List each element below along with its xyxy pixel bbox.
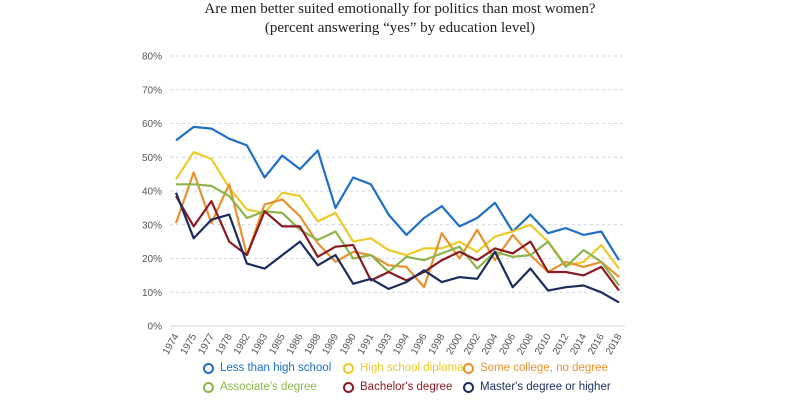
legend-item: Some college, no degree: [463, 362, 608, 374]
legend-item: Bachelor's degree: [343, 381, 452, 393]
grid: [170, 55, 625, 327]
x-tick-label: 1977: [196, 332, 217, 357]
series-line-bachelor-s-degree: [175, 195, 620, 292]
legend-item: Master's degree or higher: [463, 381, 611, 393]
legend-item: High school diploma: [343, 362, 464, 374]
x-tick-label: 1985: [267, 332, 288, 357]
x-tick-label: 1975: [179, 332, 200, 357]
legend-label: Some college, no degree: [480, 362, 608, 374]
legend-label: Less than high school: [220, 362, 332, 374]
y-tick-label: 30%: [142, 220, 162, 231]
x-tick-label: 2002: [462, 332, 483, 357]
chart-title: Are men better suited emotionally for po…: [204, 1, 596, 17]
y-tick-label: 50%: [142, 153, 162, 164]
legend-item: Associate's degree: [203, 381, 317, 393]
x-tick-label: 1998: [427, 332, 448, 357]
legend-swatch: [343, 381, 354, 393]
x-tick-label: 1988: [303, 332, 324, 357]
legend-label: High school diploma: [360, 362, 464, 374]
x-tick-label: 1974: [161, 332, 182, 357]
legend-label: Master's degree or higher: [480, 381, 611, 393]
x-tick-label: 1978: [214, 332, 235, 357]
x-tick-label: 1986: [285, 332, 306, 357]
y-tick-label: 10%: [142, 288, 162, 299]
x-tick-label: 1993: [374, 332, 395, 357]
series-line-high-school-diploma: [175, 151, 620, 270]
y-axis: 0% 10% 20% 30% 40% 50% 60% 70% 80%: [142, 52, 162, 333]
y-tick-label: 0%: [148, 322, 163, 333]
x-tick-label: 2008: [515, 332, 536, 357]
series-line-less-than-high-school: [175, 125, 620, 261]
legend-label: Bachelor's degree: [360, 381, 453, 393]
series-line-associate-s-degree: [176, 183, 620, 287]
legend-label: Associate's degree: [220, 381, 317, 393]
y-tick-label: 80%: [142, 52, 162, 63]
legend-swatch: [343, 362, 354, 374]
x-tick-label: 2014: [569, 332, 590, 357]
x-axis: 1974197519771978198219831985198619881989…: [161, 332, 625, 357]
y-tick-label: 40%: [142, 187, 162, 198]
series-line-master-s-degree-or-higher: [174, 192, 620, 304]
x-tick-label: 1983: [250, 332, 271, 357]
legend-swatch: [203, 381, 214, 393]
x-tick-label: 1982: [232, 332, 253, 357]
x-tick-label: 1989: [320, 332, 341, 357]
x-tick-label: 2012: [551, 332, 572, 357]
legend-item: Less than high school: [203, 362, 331, 374]
y-tick-label: 60%: [142, 119, 162, 130]
y-tick-label: 20%: [142, 254, 162, 265]
legend-swatch: [203, 362, 214, 374]
x-tick-label: 1991: [356, 332, 377, 357]
legend-swatch: [463, 362, 474, 374]
x-tick-label: 1996: [409, 332, 430, 357]
x-tick-label: 2000: [444, 332, 465, 357]
x-tick-label: 1990: [338, 332, 359, 357]
y-tick-label: 70%: [142, 85, 162, 96]
x-tick-label: 2016: [586, 332, 607, 357]
series-line-some-college-no-degree: [174, 171, 620, 289]
series-lines: [174, 125, 620, 304]
chart-subtitle: (percent answering “yes” by education le…: [264, 20, 536, 36]
x-tick-label: 2004: [480, 332, 501, 357]
x-tick-label: 2018: [604, 332, 625, 357]
x-tick-label: 1994: [391, 332, 412, 357]
x-tick-label: 2006: [498, 332, 519, 357]
x-tick-label: 2010: [533, 332, 554, 357]
legend-swatch: [463, 381, 474, 393]
